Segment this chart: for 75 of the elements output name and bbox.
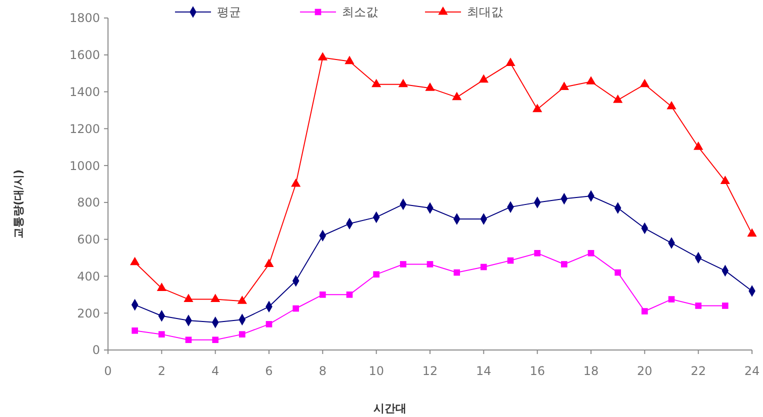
y-tick-label: 600 bbox=[77, 232, 100, 247]
point bbox=[559, 82, 569, 90]
point bbox=[506, 58, 516, 66]
y-tick-label: 800 bbox=[77, 196, 100, 210]
point bbox=[694, 142, 704, 150]
point bbox=[291, 178, 301, 187]
point bbox=[588, 250, 594, 256]
point bbox=[722, 302, 728, 309]
legend-label: 최대값 bbox=[467, 5, 503, 20]
x-tick-label: 8 bbox=[318, 364, 326, 378]
point bbox=[237, 296, 247, 304]
x-tick-label: 14 bbox=[476, 364, 492, 378]
legend-label: 최소값 bbox=[342, 5, 378, 20]
point bbox=[158, 331, 165, 338]
x-tick-label: 4 bbox=[212, 364, 220, 378]
x-tick-label: 24 bbox=[744, 364, 760, 378]
point bbox=[239, 331, 246, 338]
point bbox=[344, 56, 354, 64]
y-tick-label: 0 bbox=[92, 343, 100, 358]
point bbox=[318, 52, 328, 60]
y-tick-label: 200 bbox=[77, 306, 100, 320]
y-tick-label: 400 bbox=[77, 269, 100, 284]
point bbox=[642, 308, 648, 314]
point bbox=[400, 261, 406, 268]
x-tick-label: 12 bbox=[422, 364, 438, 378]
point bbox=[130, 256, 140, 266]
point bbox=[398, 78, 408, 88]
point bbox=[372, 78, 382, 88]
x-tick-label: 6 bbox=[265, 364, 273, 378]
point bbox=[185, 336, 192, 344]
x-tick-label: 16 bbox=[530, 364, 545, 378]
point bbox=[613, 94, 623, 103]
point bbox=[507, 257, 514, 264]
y-tick-label: 1000 bbox=[69, 158, 100, 173]
point bbox=[292, 305, 299, 312]
y-axis-title: 교통량(대/시) bbox=[12, 169, 25, 239]
point bbox=[264, 258, 274, 268]
y-tick-label: 1400 bbox=[69, 84, 100, 99]
point bbox=[132, 327, 138, 334]
legend-label: 평균 bbox=[217, 5, 241, 20]
point bbox=[373, 271, 380, 278]
y-tick-label: 1800 bbox=[69, 11, 100, 26]
point bbox=[720, 176, 730, 184]
point bbox=[614, 269, 621, 276]
point bbox=[212, 336, 218, 344]
point bbox=[184, 294, 194, 302]
point bbox=[266, 321, 272, 328]
point bbox=[561, 261, 568, 268]
y-tick-label: 1200 bbox=[69, 122, 100, 136]
x-tick-label: 10 bbox=[368, 364, 384, 378]
x-tick-label: 0 bbox=[104, 364, 112, 378]
y-tick-label: 1600 bbox=[69, 48, 100, 62]
point bbox=[586, 76, 596, 84]
point bbox=[534, 250, 540, 256]
point bbox=[346, 292, 353, 298]
point bbox=[747, 228, 757, 237]
point bbox=[668, 296, 675, 302]
point bbox=[666, 100, 676, 110]
point bbox=[156, 282, 166, 291]
point bbox=[426, 261, 434, 268]
point bbox=[480, 264, 487, 270]
point bbox=[320, 292, 326, 298]
point bbox=[425, 82, 435, 91]
point bbox=[210, 294, 220, 302]
point bbox=[695, 302, 702, 309]
point bbox=[452, 92, 462, 100]
x-tick-label: 18 bbox=[583, 364, 599, 378]
point bbox=[454, 269, 460, 276]
x-tick-label: 22 bbox=[690, 364, 706, 378]
x-tick-label: 2 bbox=[158, 364, 166, 378]
x-tick-label: 20 bbox=[637, 364, 652, 378]
point bbox=[640, 78, 650, 88]
x-axis-title: 시간대 bbox=[374, 402, 406, 415]
point bbox=[532, 104, 542, 112]
point bbox=[478, 74, 488, 83]
